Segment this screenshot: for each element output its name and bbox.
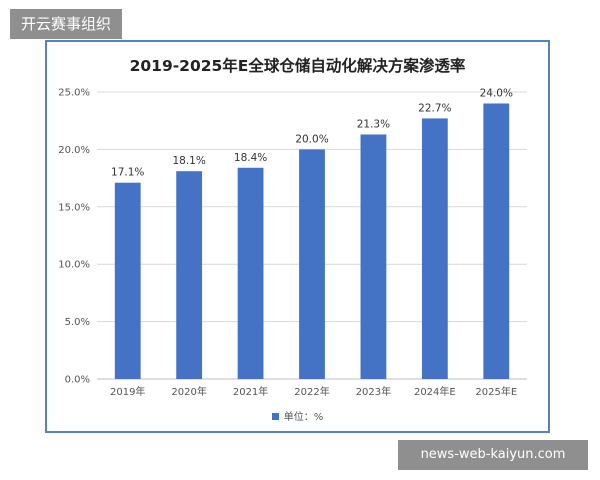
corner-tag: 开云赛事组织 bbox=[10, 9, 123, 39]
legend-label: 单位：% bbox=[283, 412, 324, 423]
bar bbox=[421, 118, 448, 380]
bar bbox=[299, 149, 325, 379]
bar bbox=[360, 134, 387, 379]
chart-title: 2019-2025年E全球仓储自动化解决方案渗透率 bbox=[129, 57, 466, 75]
data-label: 18.1% bbox=[172, 155, 205, 167]
data-label: 21.3% bbox=[357, 118, 390, 130]
data-label: 22.7% bbox=[418, 102, 451, 114]
chart-frame: 2019-2025年E全球仓储自动化解决方案渗透率 0.0% 5.0% 10.0% 1… bbox=[45, 40, 550, 433]
data-label: 24.0% bbox=[480, 87, 513, 99]
x-tick-label: 2019年 bbox=[110, 385, 145, 398]
legend-swatch bbox=[271, 413, 279, 420]
y-tick-label: 5.0% bbox=[65, 317, 90, 328]
legend: 单位：% bbox=[47, 408, 548, 423]
data-label: 18.4% bbox=[234, 152, 267, 164]
bar bbox=[483, 103, 510, 380]
x-tick-label: 2020年 bbox=[171, 385, 206, 398]
x-tick-label: 2023年 bbox=[356, 385, 391, 398]
bar bbox=[176, 171, 203, 379]
x-tick-label: 2025年E bbox=[475, 385, 517, 398]
y-tick-label: 10.0% bbox=[58, 260, 90, 271]
bar-chart: 0.0% 5.0% 10.0% 15.0% 20.0% 25.0% 17.1% 2019年 18… bbox=[58, 87, 527, 398]
y-tick-label: 15.0% bbox=[58, 202, 90, 213]
source-tag: news-web-kaiyun.com bbox=[398, 440, 588, 470]
bar bbox=[114, 182, 141, 379]
data-label: 17.1% bbox=[111, 167, 144, 179]
data-label: 20.0% bbox=[295, 133, 328, 145]
x-tick-label: 2024年E bbox=[414, 385, 456, 398]
y-tick-label: 0.0% bbox=[65, 375, 90, 386]
y-tick-label: 20.0% bbox=[58, 145, 90, 156]
y-tick-label: 25.0% bbox=[58, 88, 90, 99]
x-tick-label: 2022年 bbox=[294, 385, 329, 398]
bar bbox=[237, 167, 264, 379]
x-tick-label: 2021年 bbox=[233, 385, 268, 398]
